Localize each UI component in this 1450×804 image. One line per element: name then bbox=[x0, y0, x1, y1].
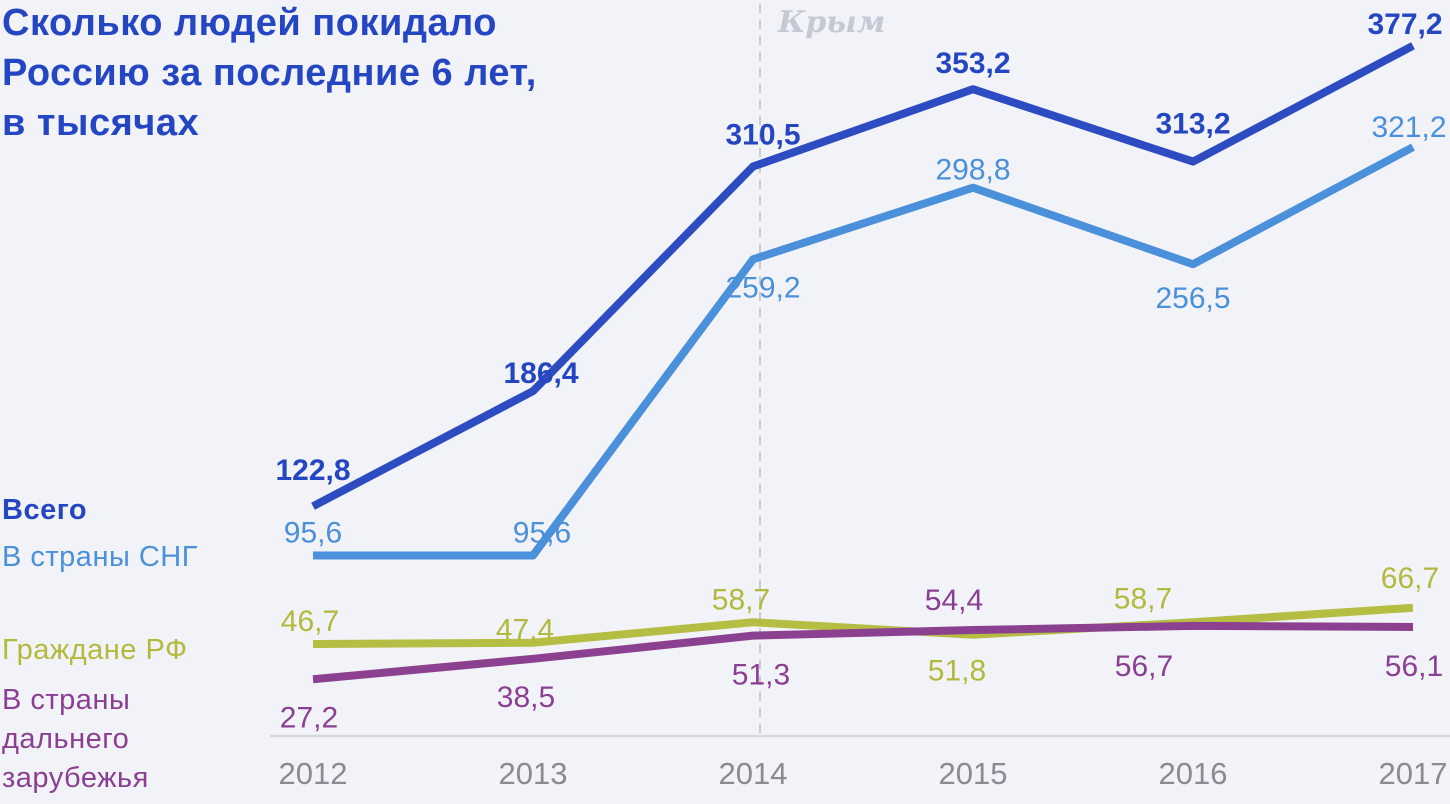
value-label-cis-2013: 95,6 bbox=[513, 516, 571, 549]
value-label-total-2016: 313,2 bbox=[1155, 108, 1230, 141]
value-label-far-abroad-2013: 38,5 bbox=[497, 681, 555, 714]
value-label-far-abroad-2015: 54,4 bbox=[925, 584, 983, 617]
x-axis-label-2013: 2013 bbox=[499, 756, 568, 791]
crimea-annotation-label: Крым bbox=[778, 5, 886, 40]
value-label-rf-citizens-2017: 66,7 bbox=[1381, 562, 1439, 595]
title-line-1: Сколько людей покидало bbox=[2, 2, 497, 44]
legend-item-total: Всего bbox=[2, 494, 88, 526]
value-label-far-abroad-2016: 56,7 bbox=[1115, 650, 1173, 683]
value-label-total-2017: 377,2 bbox=[1367, 8, 1442, 41]
value-label-rf-citizens-2012: 46,7 bbox=[281, 605, 339, 638]
value-label-cis-2015: 298,8 bbox=[935, 154, 1010, 187]
legend-item-rf-citizens: Граждане РФ bbox=[2, 634, 188, 666]
page-title: Сколько людей покидало Россию за последн… bbox=[2, 0, 537, 148]
value-label-rf-citizens-2016: 58,7 bbox=[1114, 582, 1172, 615]
value-label-far-abroad-2017: 56,1 bbox=[1385, 650, 1443, 683]
value-label-rf-citizens-2014: 58,7 bbox=[712, 583, 770, 616]
value-label-total-2015: 353,2 bbox=[935, 47, 1010, 80]
series-line-rf-citizens bbox=[312, 603, 1414, 648]
legend-item-far-abroad: В страны дальнего зарубежья bbox=[2, 684, 149, 794]
value-label-cis-2016: 256,5 bbox=[1155, 282, 1230, 315]
title-line-2: Россию за последние 6 лет, bbox=[2, 52, 537, 94]
title-line-3: в тысячах bbox=[2, 102, 200, 144]
value-label-total-2013: 186,4 bbox=[503, 357, 578, 390]
series-line-cis bbox=[313, 143, 1415, 560]
value-label-far-abroad-2012: 27,2 bbox=[280, 701, 338, 734]
x-axis-label-2015: 2015 bbox=[939, 756, 1008, 791]
legend-item-cis-countries: В страны СНГ bbox=[2, 541, 198, 573]
x-axis-label-2017: 2017 bbox=[1379, 756, 1448, 791]
value-label-cis-2017: 321,2 bbox=[1371, 111, 1446, 144]
value-label-total-2014: 310,5 bbox=[725, 118, 800, 151]
value-label-total-2012: 122,8 bbox=[275, 454, 350, 487]
value-label-rf-citizens-2013: 47,4 bbox=[496, 614, 554, 647]
value-label-rf-citizens-2015: 51,8 bbox=[928, 655, 986, 688]
value-label-cis-2012: 95,6 bbox=[284, 516, 342, 549]
x-axis-label-2012: 2012 bbox=[279, 756, 348, 791]
series-line-total bbox=[311, 42, 1415, 510]
value-label-cis-2014: 259,2 bbox=[725, 271, 800, 304]
series-line-far-abroad bbox=[312, 621, 1414, 684]
value-label-far-abroad-2014: 51,3 bbox=[732, 659, 790, 692]
x-axis-label-2014: 2014 bbox=[719, 756, 788, 791]
x-axis-label-2016: 2016 bbox=[1159, 756, 1228, 791]
